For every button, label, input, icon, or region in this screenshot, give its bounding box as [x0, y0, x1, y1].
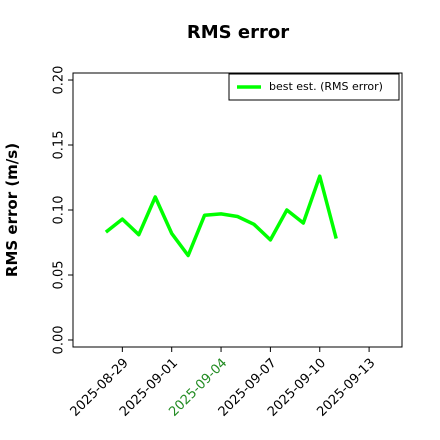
y-tick-label: 0.10: [52, 196, 67, 225]
line-series: [104, 174, 338, 258]
y-axis-label: RMS error (m/s): [3, 143, 21, 277]
chart-title: RMS error: [187, 22, 289, 43]
plot-frame: [72, 72, 403, 348]
y-tick-label: 0.15: [52, 131, 67, 160]
legend-label: best est. (RMS error): [269, 80, 383, 93]
y-tick-label: 0.20: [52, 66, 67, 95]
y-tick-label: 0.05: [52, 261, 67, 290]
y-tick-label: 0.00: [52, 326, 67, 355]
